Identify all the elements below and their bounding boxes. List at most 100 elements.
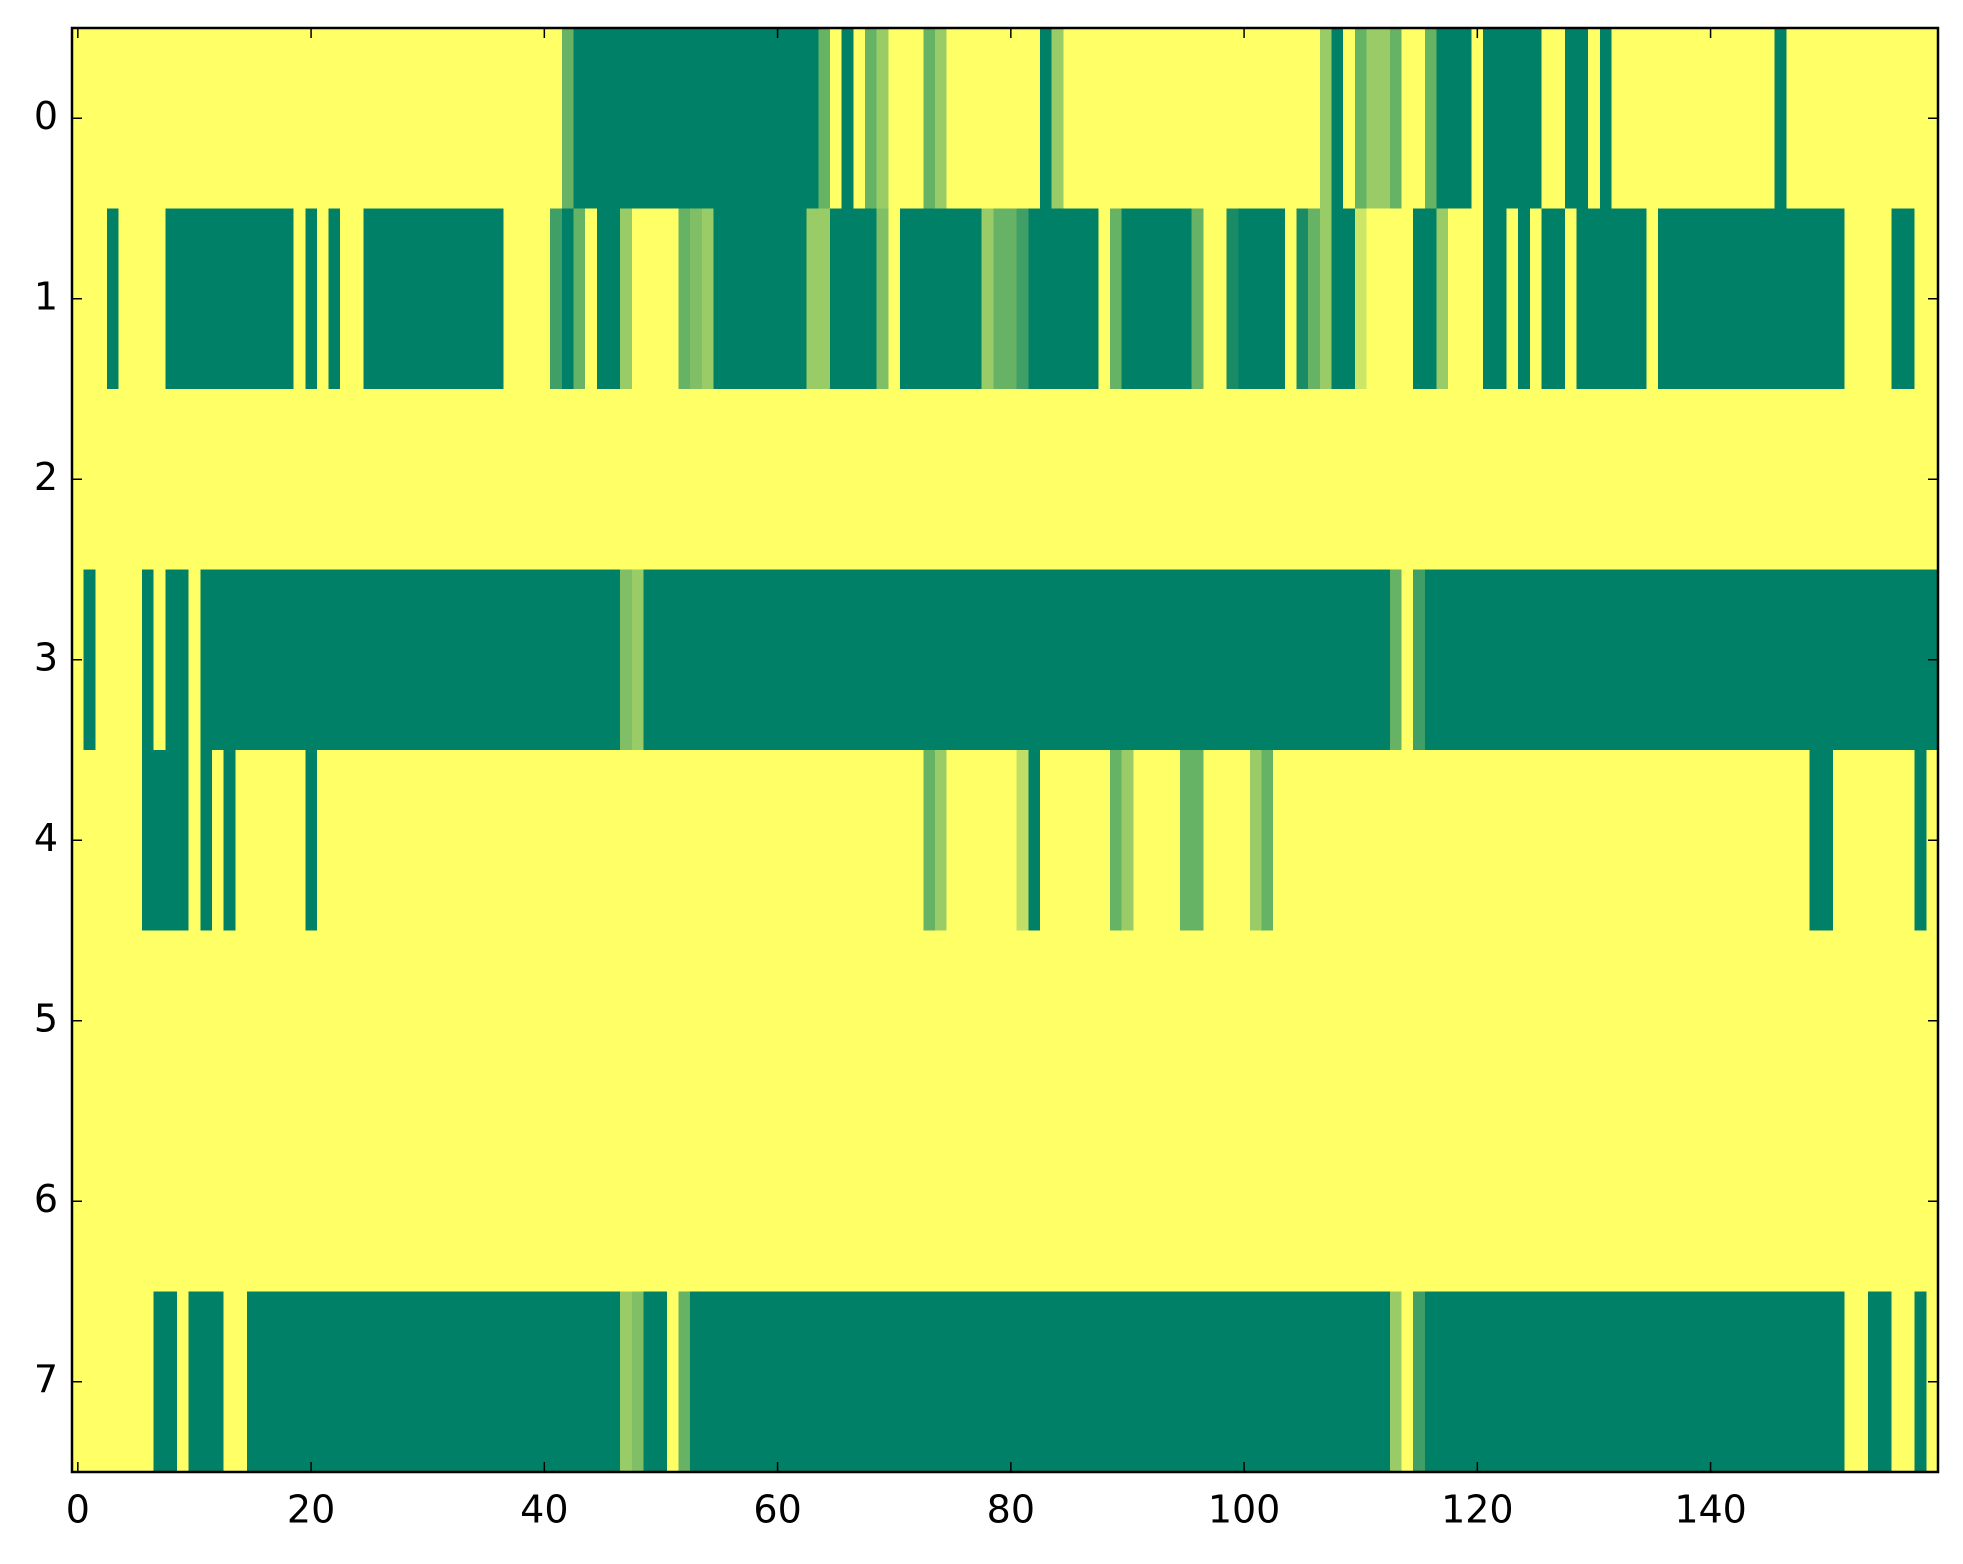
heatmap-cell <box>1296 930 1309 1112</box>
heatmap-cell <box>1914 28 1927 210</box>
heatmap-cell <box>480 569 493 751</box>
heatmap-cell <box>200 389 213 571</box>
heatmap-cell <box>701 1111 715 1293</box>
heatmap-cell <box>1599 208 1613 390</box>
heatmap-cell <box>118 389 131 571</box>
heatmap-cell <box>631 750 645 932</box>
heatmap-cell <box>1798 208 1811 390</box>
heatmap-cell <box>1833 1111 1846 1293</box>
heatmap-cell <box>550 208 563 390</box>
heatmap-cell <box>1728 389 1741 571</box>
heatmap-cell <box>1856 1291 1869 1473</box>
heatmap-cell <box>1494 1111 1508 1293</box>
heatmap-cell <box>1844 930 1857 1112</box>
heatmap-cell <box>911 750 924 932</box>
heatmap-cell <box>585 1111 598 1293</box>
heatmap-cell <box>1588 569 1601 751</box>
heatmap-cell <box>1798 28 1811 210</box>
heatmap-cell <box>223 1111 236 1293</box>
heatmap-cell <box>1191 930 1204 1112</box>
heatmap-cell <box>1681 750 1694 932</box>
heatmap-cell <box>1588 389 1601 571</box>
heatmap-cell <box>1541 1291 1554 1473</box>
heatmap-cell <box>526 930 540 1112</box>
heatmap-cell <box>1366 389 1379 571</box>
heatmap-cell <box>970 389 983 571</box>
heatmap-cell <box>246 1111 260 1293</box>
heatmap-cell <box>1121 28 1134 210</box>
heatmap-cell <box>876 1291 889 1473</box>
heatmap-cell <box>981 208 994 390</box>
heatmap-cell <box>1039 28 1053 210</box>
heatmap-cell <box>1611 1291 1624 1473</box>
heatmap-cell <box>1308 930 1321 1112</box>
heatmap-cell <box>643 569 656 751</box>
heatmap-cell <box>748 28 761 210</box>
heatmap-cell <box>1494 208 1508 390</box>
heatmap-cell <box>1005 28 1018 210</box>
heatmap-cell <box>1366 569 1379 751</box>
y-tick-label: 1 <box>34 274 58 318</box>
heatmap-cell <box>305 930 318 1112</box>
heatmap-cell <box>328 569 341 751</box>
heatmap-cell <box>118 1111 131 1293</box>
heatmap-cell <box>445 389 458 571</box>
heatmap-cell <box>1564 930 1578 1112</box>
heatmap-cell <box>1553 28 1566 210</box>
heatmap-cell <box>503 750 516 932</box>
heatmap-cell <box>1401 28 1414 210</box>
heatmap-cell <box>1529 1111 1543 1293</box>
heatmap-cell <box>620 1291 633 1473</box>
heatmap-cell <box>1529 1291 1543 1473</box>
heatmap-cell <box>410 208 423 390</box>
heatmap-cell <box>1833 930 1846 1112</box>
heatmap-cell <box>1634 930 1648 1112</box>
heatmap-cell <box>1868 569 1881 751</box>
heatmap-cell <box>1249 208 1263 390</box>
heatmap-cell <box>1564 28 1578 210</box>
heatmap-cell <box>1144 1111 1158 1293</box>
heatmap-cell <box>1063 750 1076 932</box>
heatmap-cell <box>1203 750 1216 932</box>
heatmap-cell <box>1844 208 1857 390</box>
heatmap-cell <box>1658 389 1671 571</box>
heatmap-cell <box>1179 208 1193 390</box>
heatmap-cell <box>1319 28 1333 210</box>
heatmap-cell <box>1821 389 1834 571</box>
heatmap-cell <box>1331 569 1344 751</box>
heatmap-cell <box>690 28 703 210</box>
heatmap-cell <box>491 208 505 390</box>
heatmap-cell <box>1051 28 1064 210</box>
heatmap-cell <box>1074 1291 1088 1473</box>
heatmap-cell <box>1751 569 1764 751</box>
heatmap-cell <box>923 930 936 1112</box>
heatmap-cell <box>1203 569 1216 751</box>
heatmap-cell <box>666 1291 680 1473</box>
heatmap-cell <box>176 389 190 571</box>
heatmap-cell <box>888 750 901 932</box>
heatmap-cell <box>316 389 330 571</box>
heatmap-cell <box>165 1111 178 1293</box>
heatmap-cell <box>1774 930 1787 1112</box>
heatmap-cell <box>281 1111 295 1293</box>
heatmap-cell <box>1681 389 1694 571</box>
heatmap-cell <box>1203 389 1216 571</box>
heatmap-cell <box>1133 930 1146 1112</box>
heatmap-cell <box>1098 1111 1111 1293</box>
heatmap-cell <box>1424 208 1438 390</box>
heatmap-cell <box>806 389 819 571</box>
heatmap-cell <box>1891 389 1904 571</box>
heatmap-cell <box>608 750 621 932</box>
heatmap-cell <box>235 1291 248 1473</box>
heatmap-cell <box>806 1111 819 1293</box>
heatmap-cell <box>620 569 633 751</box>
heatmap-cell <box>760 1291 773 1473</box>
heatmap-cell <box>958 750 971 932</box>
heatmap-cell <box>1319 569 1333 751</box>
heatmap-cell <box>118 1291 131 1473</box>
heatmap-cell <box>1121 930 1134 1112</box>
heatmap-cell <box>841 389 854 571</box>
heatmap-cell <box>491 930 505 1112</box>
heatmap-cell <box>1098 930 1111 1112</box>
heatmap-cell <box>1506 750 1519 932</box>
